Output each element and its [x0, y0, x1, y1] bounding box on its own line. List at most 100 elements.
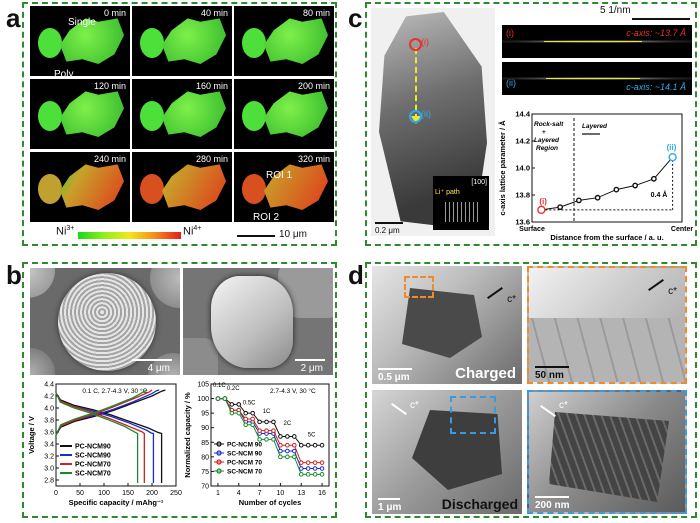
legend-label: PC-NCM70 [75, 462, 111, 469]
xanes-frame: 40 min [132, 6, 232, 76]
rate-point [305, 442, 311, 448]
x-tick-label: 200 [146, 490, 158, 497]
ni-colorbar [78, 232, 181, 239]
rate-point [298, 472, 304, 477]
rate-point [298, 460, 304, 465]
rate-point [285, 442, 290, 448]
rate-point [278, 442, 283, 448]
y-tick-label: 3.6 [44, 430, 54, 437]
x-tick-label: 16 [318, 490, 326, 497]
charge-curve-PC-NCM70 [55, 389, 153, 436]
rate-point [215, 396, 221, 401]
diffraction-pattern-ii: (ii) c-axis: ~14.1 Å [502, 62, 692, 95]
y-axis-label: Voltage / V [27, 416, 36, 454]
y-tick-label: 13.6 [515, 218, 530, 227]
c-star-label-2: c* [668, 286, 677, 297]
charge-curve-SC-NCM70 [55, 389, 148, 436]
x-axis-label: Number of cycles [239, 498, 302, 507]
xanes-frame: 240 min [30, 152, 130, 222]
y-tick-label: 80 [201, 454, 209, 461]
c-axis-point [668, 153, 677, 162]
rate-point [291, 434, 297, 439]
rate-point [257, 437, 262, 442]
rate-point [312, 466, 318, 471]
rate-point [229, 402, 235, 407]
y-tick-label: 75 [201, 469, 209, 476]
chart-annotation: 2.7-4.3 V, 30 °C [270, 387, 316, 395]
rate-point [271, 437, 276, 442]
rate-point [285, 434, 290, 439]
tem-discharged-zoom: c* 200 nm [527, 390, 687, 514]
rate-point [278, 448, 283, 454]
region-label-region: Region [536, 145, 558, 152]
rate-point [271, 428, 276, 433]
legend-label: SC-NCM90 [75, 453, 111, 460]
xanes-frame: 120 min [30, 79, 130, 149]
frame-time-label: 120 min [93, 81, 126, 91]
diff-label-ii: (ii) [506, 78, 516, 88]
y-tick-label: 4.4 [44, 382, 54, 389]
rate-point [319, 460, 325, 465]
rate-point [291, 442, 297, 448]
y-tick-label: 100 [197, 396, 209, 403]
legend-label: PC-NCM 90 [227, 442, 262, 449]
diff-label-i: (i) [506, 28, 514, 38]
x-axis-label: Distance from the surface / a. u. [550, 233, 663, 242]
rate-point [319, 466, 325, 471]
rate-label: 0.5C [243, 400, 256, 406]
frame-time-label: 160 min [195, 81, 228, 91]
y-tick-label: 90 [201, 425, 209, 432]
rate-line-PC-NCM 90 [217, 398, 323, 446]
x-tick-label: Center [671, 226, 693, 233]
xanes-frame: 320 min [234, 152, 334, 222]
rate-point [250, 416, 255, 422]
scale-d3: 1 μm [378, 502, 402, 513]
rate-capability-chart: 1 4 7 10 13 16 70 75 80 85 90 95 100 105 Number of cyc… [183, 382, 330, 507]
rate-point [305, 466, 311, 471]
tem-particle-image: (i) (ii) Li⁺ path [100] 0.2 μm [371, 8, 495, 236]
scale-d4: 200 nm [535, 500, 570, 511]
rate-point [222, 396, 228, 401]
rate-point [257, 428, 262, 433]
rate-point [264, 437, 269, 442]
panel-a [22, 2, 337, 246]
c-axis-line [541, 156, 674, 211]
panel-d [365, 262, 697, 518]
rate-point [257, 419, 262, 425]
panel-c [365, 2, 697, 246]
frame-time-label: 320 min [297, 154, 330, 164]
rate-point [291, 448, 297, 454]
legend-label: SC-NCM 70 [227, 469, 262, 476]
rate-label: 2C [284, 421, 292, 427]
c-axis-point [575, 197, 582, 204]
xanes-frame: 0 min [30, 6, 130, 76]
c-axis-point [594, 194, 601, 201]
rate-point [250, 410, 255, 416]
legend-label: PC-NCM90 [75, 444, 111, 451]
diffraction-scale-bar [632, 18, 690, 20]
c-axis-point [650, 175, 657, 182]
tem-marker-ii: (ii) [421, 109, 431, 119]
ni4-label: Ni4+ [183, 225, 202, 238]
rate-line-SC-NCM 70 [217, 398, 323, 475]
tem-scale: 0.2 μm [375, 226, 400, 235]
xanes-frame: 160 min [132, 79, 232, 149]
x-tick-label: 1 [216, 490, 220, 497]
rate-point [278, 434, 283, 439]
rate-point [264, 419, 269, 425]
plot-frame [531, 113, 683, 223]
sem-scale-2: 2 μm [300, 363, 323, 374]
rate-point [312, 460, 318, 465]
y-tick-label: 2.8 [44, 478, 54, 485]
region-label-layered: Layered [534, 137, 560, 144]
single-label: Single [68, 17, 96, 28]
region-label-rocksalt: Rock-salt [534, 121, 564, 128]
region-label-layered-2: Layered [582, 123, 608, 130]
caxis-label-ii: c-axis: ~14.1 Å [626, 82, 686, 92]
scale-d2: 50 nm [535, 370, 564, 381]
rate-point [236, 410, 242, 416]
x-tick-label: 7 [258, 490, 262, 497]
rate-point [285, 448, 290, 454]
xanes-frame: 200 min [234, 79, 334, 149]
rate-label: 0.2C [227, 386, 240, 392]
